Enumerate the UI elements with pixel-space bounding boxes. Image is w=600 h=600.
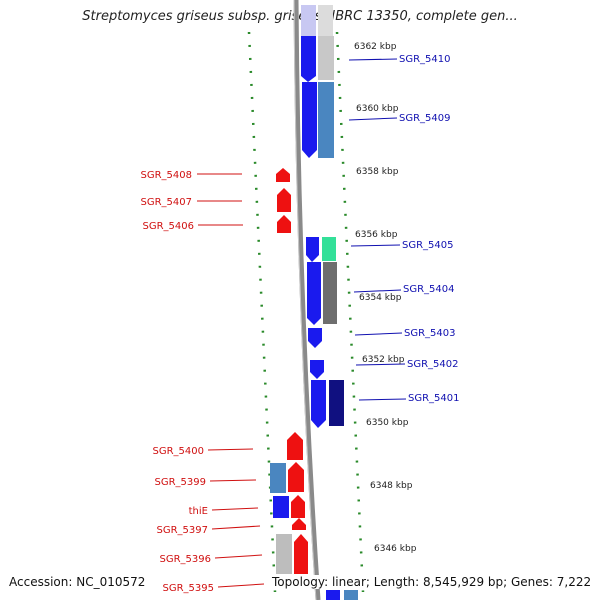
gene-label-SGR_5399[interactable]: SGR_5399 [155, 477, 207, 488]
leader-SGR_5410 [348, 58, 398, 61]
gene-label-SGR_5397[interactable]: SGR_5397 [157, 525, 209, 536]
gene-arrow-thiE[interactable] [291, 495, 305, 518]
gene-label-SGR_5405[interactable]: SGR_5405 [402, 240, 454, 251]
homolog-block-SGR_5399 [270, 463, 286, 493]
scale-label: 6362 kbp [354, 42, 397, 52]
homolog-block-SGR_5410 [318, 36, 334, 80]
homolog-block-SGR_5409 [318, 82, 334, 158]
homolog-block-bottom [344, 590, 358, 600]
gene-arrow-SGR_5396[interactable] [294, 534, 308, 574]
gene-arrow-SGR_5401[interactable] [311, 380, 326, 428]
scale-label: 6358 kbp [356, 167, 399, 177]
map-title: Streptomyces griseus subsp. griseus NBRC… [82, 9, 518, 24]
gene-arrow-SGR_5402[interactable] [310, 360, 324, 379]
left-gene-labels: SGR_5408 SGR_5407 SGR_5406 SGR_5400 SGR_… [141, 170, 215, 594]
gene-label-SGR_5403[interactable]: SGR_5403 [404, 328, 456, 339]
homolog-block-SGR_5396 [276, 534, 292, 574]
gene-label-SGR_5410[interactable]: SGR_5410 [399, 54, 451, 65]
scale-label: 6348 kbp [370, 481, 413, 491]
scale-labels: 6362 kbp 6360 kbp 6358 kbp 6356 kbp 6354… [354, 42, 417, 554]
right-tick-rail [335, 31, 365, 593]
right-gene-labels: SGR_5410 SGR_5409 SGR_5405 SGR_5404 SGR_… [399, 54, 460, 404]
gene-label-SGR_5409[interactable]: SGR_5409 [399, 113, 451, 124]
chromosome-backbone [293, 0, 321, 600]
gene-label-SGR_5408[interactable]: SGR_5408 [141, 170, 193, 181]
right-leaders [348, 58, 407, 401]
leader-SGR_5403 [354, 332, 403, 336]
leader-thiE [211, 507, 259, 511]
forward-genes [301, 5, 358, 600]
leader-SGR_5404 [353, 289, 402, 293]
leader-SGR_5395 [217, 583, 265, 588]
homolog-block-SGR_5405 [322, 237, 336, 261]
gene-label-SGR_5396[interactable]: SGR_5396 [160, 554, 212, 565]
gene-arrow-SGR_5403[interactable] [308, 328, 322, 348]
leader-SGR_5396 [214, 554, 263, 559]
left-leaders [197, 173, 265, 588]
gene-arrow-SGR_5400[interactable] [287, 432, 303, 460]
gene-label-SGR_5402[interactable]: SGR_5402 [407, 359, 459, 370]
gene-arrow-SGR_5407[interactable] [277, 188, 291, 212]
gene-label-SGR_5401[interactable]: SGR_5401 [408, 393, 460, 404]
genome-stats-text: Topology: linear; Length: 8,545,929 bp; … [272, 575, 592, 589]
gene-arrow-SGR_5409[interactable] [302, 82, 317, 158]
leader-SGR_5399 [209, 479, 257, 482]
reverse-genes [270, 168, 308, 574]
scale-label: 6356 kbp [355, 230, 398, 240]
gene-label-SGR_5395[interactable]: SGR_5395 [163, 583, 215, 594]
gene-label-SGR_5404[interactable]: SGR_5404 [403, 284, 455, 295]
leader-SGR_5401 [358, 398, 407, 401]
scale-label: 6354 kbp [359, 293, 402, 303]
leader-SGR_5405 [350, 244, 401, 247]
gene-label-SGR_5400[interactable]: SGR_5400 [153, 446, 205, 457]
gene-arrow-SGR_5408[interactable] [276, 168, 290, 182]
scale-label: 6360 kbp [356, 104, 399, 114]
gene-arrow-SGR_5399[interactable] [288, 462, 304, 492]
homolog-block-thiE [273, 496, 289, 518]
gene-arrow-SGR_5410[interactable] [301, 36, 316, 82]
scale-label: 6350 kbp [366, 418, 409, 428]
homolog-block-SGR_5401 [329, 380, 344, 426]
gene-arrow-SGR_5405[interactable] [306, 237, 319, 262]
leader-SGR_5397 [211, 525, 261, 530]
gene-block-bottom [326, 590, 340, 600]
accession-text: Accession: NC_010572 [9, 575, 146, 589]
leader-SGR_5409 [348, 117, 398, 121]
gene-arrow-SGR_5397[interactable] [292, 518, 306, 530]
gene-block-top-grey [318, 5, 333, 38]
gene-arrow-SGR_5404[interactable] [307, 262, 321, 325]
scale-label: 6352 kbp [362, 355, 405, 365]
leader-SGR_5400 [207, 448, 254, 451]
gene-arrow-SGR_5406[interactable] [277, 215, 291, 233]
scale-label: 6346 kbp [374, 544, 417, 554]
gene-label-thiE[interactable]: thiE [189, 506, 208, 517]
homolog-block-SGR_5404 [323, 262, 337, 324]
gene-block-top [301, 5, 316, 38]
gene-label-SGR_5407[interactable]: SGR_5407 [141, 197, 193, 208]
leader-SGR_5402 [355, 363, 406, 366]
gene-label-SGR_5406[interactable]: SGR_5406 [143, 221, 195, 232]
chromosome-backbone-highlight [293, 0, 317, 600]
